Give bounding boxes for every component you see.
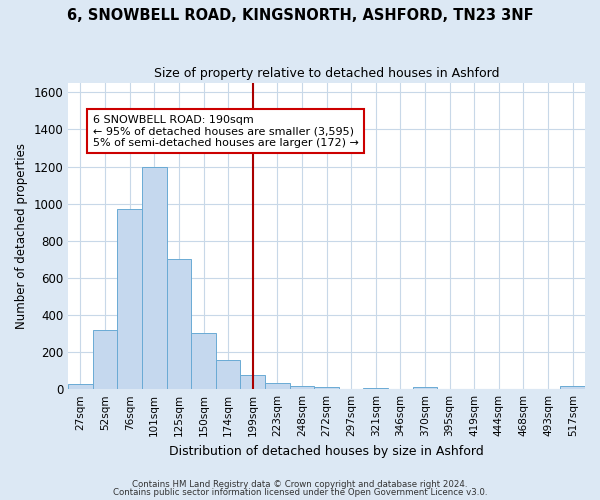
- Bar: [413, 388, 437, 389]
- Text: 6 SNOWBELL ROAD: 190sqm
← 95% of detached houses are smaller (3,595)
5% of semi-: 6 SNOWBELL ROAD: 190sqm ← 95% of detache…: [93, 114, 359, 148]
- Y-axis label: Number of detached properties: Number of detached properties: [15, 143, 28, 329]
- Bar: [68, 384, 93, 389]
- Bar: [290, 386, 314, 389]
- Bar: [364, 388, 388, 389]
- Bar: [191, 332, 216, 389]
- Text: 6, SNOWBELL ROAD, KINGSNORTH, ASHFORD, TN23 3NF: 6, SNOWBELL ROAD, KINGSNORTH, ASHFORD, T…: [67, 8, 533, 22]
- Bar: [167, 260, 191, 389]
- Bar: [314, 388, 339, 389]
- Text: Contains HM Land Registry data © Crown copyright and database right 2024.: Contains HM Land Registry data © Crown c…: [132, 480, 468, 489]
- Title: Size of property relative to detached houses in Ashford: Size of property relative to detached ho…: [154, 68, 499, 80]
- Bar: [265, 382, 290, 389]
- Bar: [118, 209, 142, 389]
- Bar: [241, 376, 265, 389]
- Bar: [216, 360, 241, 389]
- X-axis label: Distribution of detached houses by size in Ashford: Distribution of detached houses by size …: [169, 444, 484, 458]
- Bar: [560, 386, 585, 389]
- Text: Contains public sector information licensed under the Open Government Licence v3: Contains public sector information licen…: [113, 488, 487, 497]
- Bar: [142, 166, 167, 389]
- Bar: [93, 330, 118, 389]
